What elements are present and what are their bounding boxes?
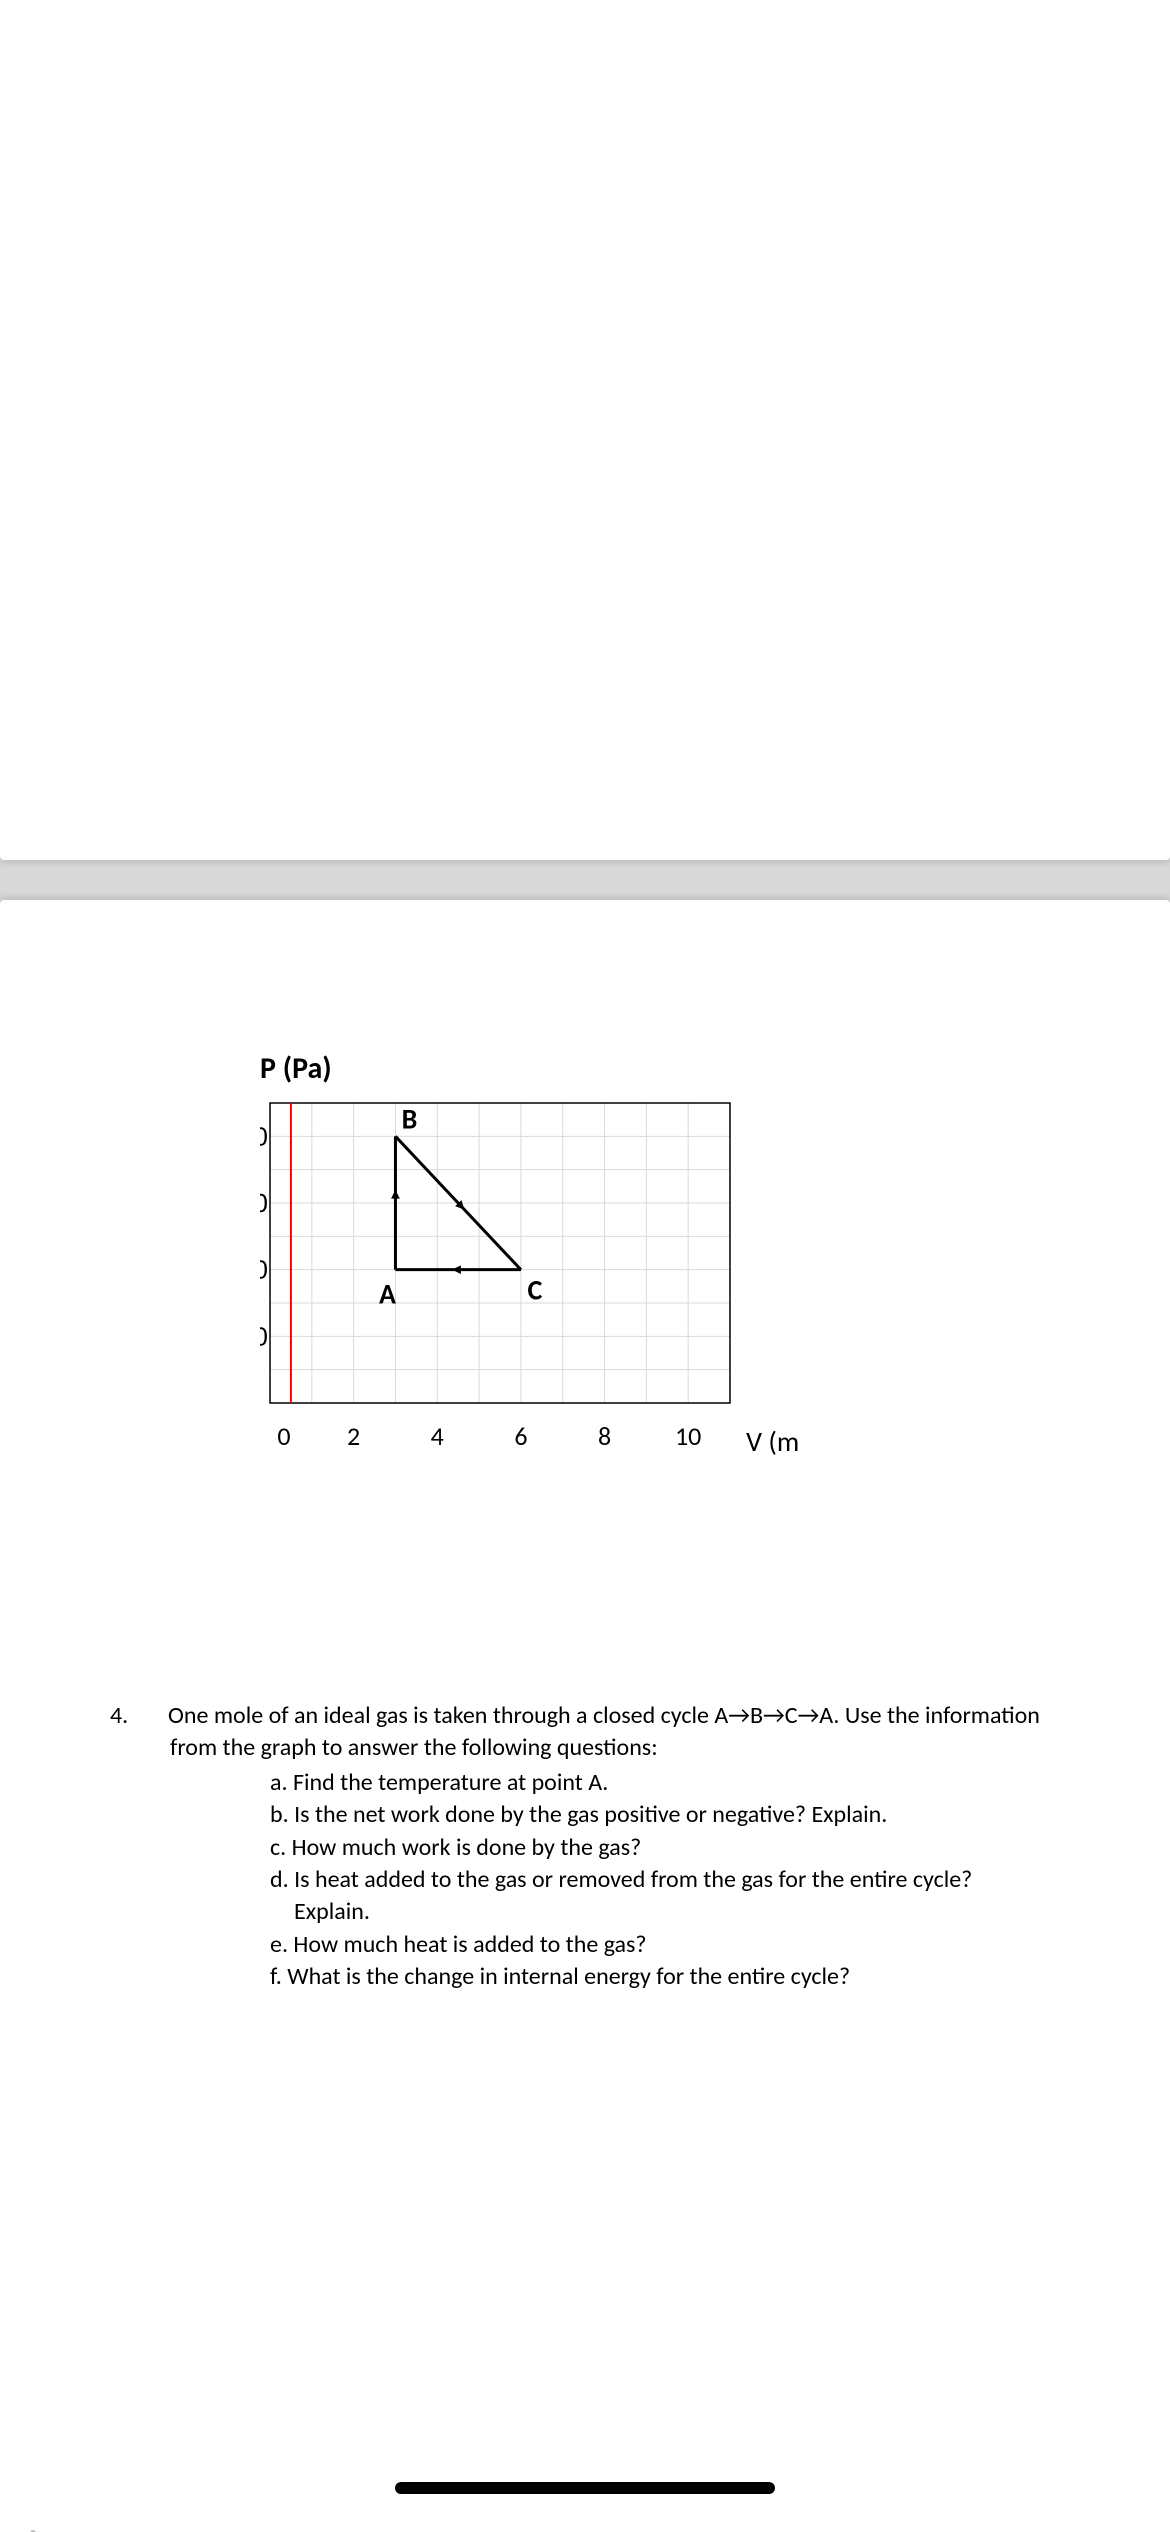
sub-question-cont: Explain. (270, 1896, 1040, 1928)
pv-chart: P (Pa) 2004006008000246810V (m3)ABC (260, 1050, 780, 1468)
problem-subquestions: a. Find the temperature at point A.b. Is… (140, 1767, 1040, 1994)
sub-question: a. Find the temperature at point A. (270, 1767, 1040, 1799)
svg-text:200: 200 (260, 1321, 268, 1351)
svg-text:6: 6 (514, 1420, 527, 1452)
svg-text:10: 10 (675, 1420, 701, 1452)
chart-y-title: P (Pa) (260, 1050, 780, 1087)
svg-text:400: 400 (260, 1255, 268, 1285)
problem-intro-text: One mole of an ideal gas is taken throug… (168, 1701, 1040, 1762)
problem-4: 4.One mole of an ideal gas is taken thro… (140, 1700, 1040, 1994)
svg-text:4: 4 (431, 1420, 444, 1452)
home-indicator[interactable] (395, 2482, 775, 2494)
svg-text:A: A (379, 1277, 396, 1312)
svg-text:0: 0 (277, 1420, 290, 1452)
svg-text:800: 800 (260, 1121, 268, 1151)
sub-question: d. Is heat added to the gas or removed f… (270, 1864, 1040, 1896)
svg-text:8: 8 (598, 1420, 611, 1452)
problem-intro: 4.One mole of an ideal gas is taken thro… (140, 1700, 1040, 1765)
svg-text:2: 2 (347, 1420, 360, 1452)
problem-number: 4. (140, 1700, 168, 1732)
page-lower: P (Pa) 200 400 600 800 0 2 4 6 8 10 V (m3) A B C 4.On… (0, 900, 1170, 2532)
svg-text:C: C (527, 1273, 542, 1308)
sub-question: e. How much heat is added to the gas? (270, 1929, 1040, 1961)
svg-text:V (m3): V (m3) (746, 1424, 800, 1459)
pv-chart-svg: 200 400 600 800 0 2 4 6 8 10 V (m3) A B C (260, 1093, 800, 1463)
sub-question: b. Is the net work done by the gas posit… (270, 1799, 1040, 1831)
svg-text:B: B (402, 1101, 418, 1136)
svg-text:600: 600 (260, 1188, 268, 1218)
sub-question: c. How much work is done by the gas? (270, 1832, 1040, 1864)
sub-question: f. What is the change in internal energy… (270, 1961, 1040, 1993)
page-upper (0, 0, 1170, 860)
